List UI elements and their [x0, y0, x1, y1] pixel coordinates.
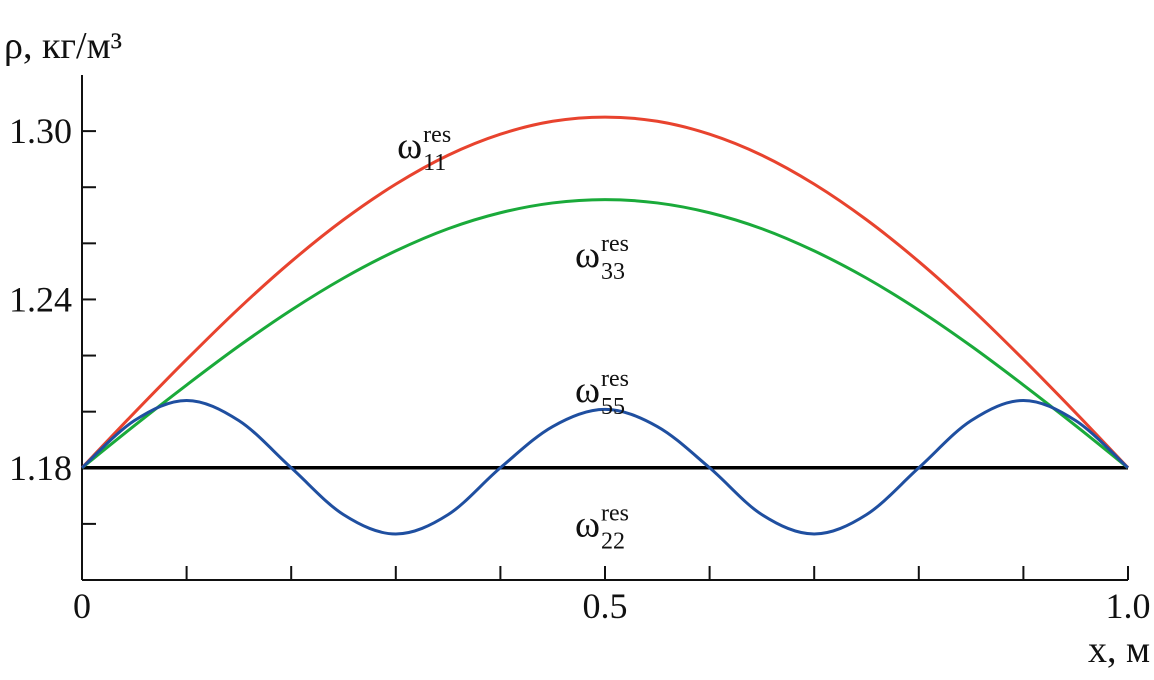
x-axis-label: x, м [1088, 629, 1150, 671]
series-line [80, 115, 1130, 469]
y-tick-label: 1.18 [9, 448, 72, 488]
y-tick-label: 1.30 [9, 111, 72, 151]
series-label-sub: 22 [601, 529, 625, 555]
series-label-symbol: ω [575, 504, 600, 546]
series-line [80, 398, 1130, 536]
series-label-sup: res [601, 231, 629, 257]
series-label-sup: res [423, 122, 451, 148]
x-tick-label: 1.0 [1106, 586, 1151, 626]
series-label-symbol: ω [397, 125, 422, 167]
x-tick-label: 0 [73, 586, 91, 626]
series-label-sub: 11 [423, 150, 446, 176]
y-tick-label: 1.24 [9, 279, 72, 319]
x-tick-label: 0.5 [583, 586, 628, 626]
series-label-sub: 33 [601, 259, 625, 285]
y-axis-label: ρ, кг/м³ [4, 25, 122, 67]
series-label-sub: 55 [601, 394, 625, 420]
series-label-symbol: ω [575, 369, 600, 411]
series-label-sup: res [601, 366, 629, 392]
series-line [81, 198, 1129, 469]
series-label-sup: res [601, 501, 629, 527]
series-label-symbol: ω [575, 234, 600, 276]
